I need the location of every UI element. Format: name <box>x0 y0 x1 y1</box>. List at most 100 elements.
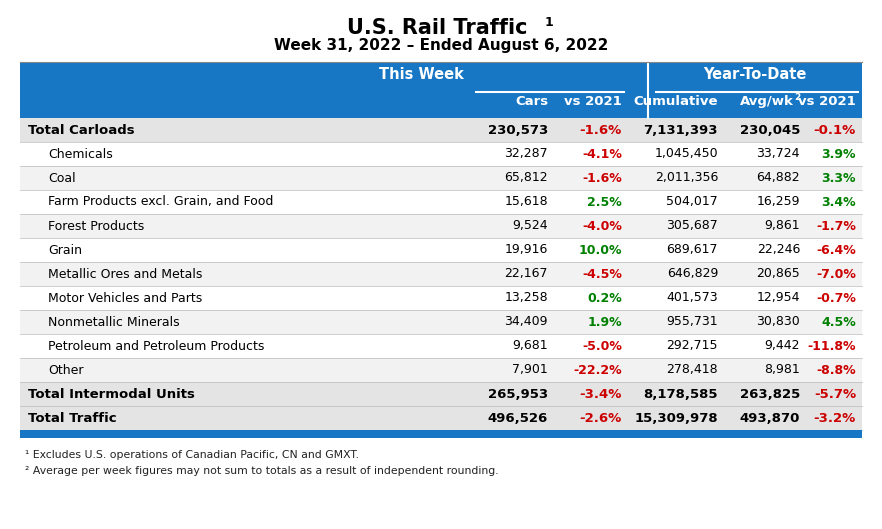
Text: 265,953: 265,953 <box>488 388 548 400</box>
Text: 0.2%: 0.2% <box>587 291 622 305</box>
Text: 504,017: 504,017 <box>666 196 718 208</box>
Text: U.S. Rail Traffic: U.S. Rail Traffic <box>347 18 527 38</box>
Bar <box>20 286 862 310</box>
Bar <box>20 262 862 286</box>
Text: 9,524: 9,524 <box>512 220 548 233</box>
Text: Forest Products: Forest Products <box>48 220 145 233</box>
Text: -5.0%: -5.0% <box>582 340 622 352</box>
Text: 493,870: 493,870 <box>740 412 800 424</box>
Text: 15,309,978: 15,309,978 <box>634 412 718 424</box>
Text: 1.9%: 1.9% <box>587 315 622 329</box>
Text: 646,829: 646,829 <box>667 268 718 280</box>
Bar <box>20 406 862 430</box>
Text: 8,178,585: 8,178,585 <box>644 388 718 400</box>
Text: Total Carloads: Total Carloads <box>28 123 135 136</box>
Text: Metallic Ores and Metals: Metallic Ores and Metals <box>48 268 202 280</box>
Text: 4.5%: 4.5% <box>821 315 856 329</box>
Bar <box>20 382 862 406</box>
Text: 1,045,450: 1,045,450 <box>654 148 718 160</box>
Text: 10.0%: 10.0% <box>579 243 622 257</box>
Text: 278,418: 278,418 <box>667 363 718 377</box>
Text: -4.1%: -4.1% <box>582 148 622 160</box>
Text: 7,131,393: 7,131,393 <box>644 123 718 136</box>
Text: 20,865: 20,865 <box>756 268 800 280</box>
Text: vs 2021: vs 2021 <box>564 95 622 108</box>
Text: 65,812: 65,812 <box>505 171 548 185</box>
Text: -1.7%: -1.7% <box>816 220 856 233</box>
Text: 22,167: 22,167 <box>505 268 548 280</box>
Text: 305,687: 305,687 <box>666 220 718 233</box>
Text: 16,259: 16,259 <box>757 196 800 208</box>
Text: 13,258: 13,258 <box>505 291 548 305</box>
Text: Coal: Coal <box>48 171 76 185</box>
Text: 2.5%: 2.5% <box>587 196 622 208</box>
Text: 9,681: 9,681 <box>512 340 548 352</box>
Text: 496,526: 496,526 <box>488 412 548 424</box>
Bar <box>20 334 862 358</box>
Text: -0.1%: -0.1% <box>814 123 856 136</box>
Text: Avg/wk: Avg/wk <box>740 95 794 108</box>
Text: 9,861: 9,861 <box>765 220 800 233</box>
Text: Chemicals: Chemicals <box>48 148 113 160</box>
Text: 19,916: 19,916 <box>505 243 548 257</box>
Text: -4.0%: -4.0% <box>582 220 622 233</box>
Text: Cars: Cars <box>515 95 548 108</box>
Text: 15,618: 15,618 <box>505 196 548 208</box>
Text: 9,442: 9,442 <box>765 340 800 352</box>
Text: Total Traffic: Total Traffic <box>28 412 116 424</box>
Text: Year-To-Date: Year-To-Date <box>703 67 807 82</box>
Text: 32,287: 32,287 <box>505 148 548 160</box>
Text: 292,715: 292,715 <box>667 340 718 352</box>
Bar <box>20 118 862 142</box>
Text: -0.7%: -0.7% <box>816 291 856 305</box>
Text: Cumulative: Cumulative <box>633 95 718 108</box>
Text: -2.6%: -2.6% <box>579 412 622 424</box>
Text: 7,901: 7,901 <box>512 363 548 377</box>
Text: 3.3%: 3.3% <box>821 171 856 185</box>
Text: Petroleum and Petroleum Products: Petroleum and Petroleum Products <box>48 340 265 352</box>
Text: -3.2%: -3.2% <box>814 412 856 424</box>
Text: -3.4%: -3.4% <box>579 388 622 400</box>
Bar <box>20 214 862 238</box>
Text: 3.9%: 3.9% <box>821 148 856 160</box>
Text: 3.4%: 3.4% <box>821 196 856 208</box>
Text: 34,409: 34,409 <box>505 315 548 329</box>
Text: ¹ Excludes U.S. operations of Canadian Pacific, CN and GMXT.: ¹ Excludes U.S. operations of Canadian P… <box>25 450 359 460</box>
Text: Week 31, 2022 – Ended August 6, 2022: Week 31, 2022 – Ended August 6, 2022 <box>273 38 609 53</box>
Text: -5.7%: -5.7% <box>814 388 856 400</box>
Text: -4.5%: -4.5% <box>582 268 622 280</box>
Text: 230,573: 230,573 <box>488 123 548 136</box>
Text: 2,011,356: 2,011,356 <box>654 171 718 185</box>
Text: Grain: Grain <box>48 243 82 257</box>
Text: -7.0%: -7.0% <box>816 268 856 280</box>
Bar <box>20 190 862 214</box>
Text: 8,981: 8,981 <box>764 363 800 377</box>
Text: -11.8%: -11.8% <box>808 340 856 352</box>
Text: Nonmetallic Minerals: Nonmetallic Minerals <box>48 315 180 329</box>
Text: vs 2021: vs 2021 <box>798 95 856 108</box>
Text: 230,045: 230,045 <box>740 123 800 136</box>
Text: 401,573: 401,573 <box>667 291 718 305</box>
Text: -6.4%: -6.4% <box>816 243 856 257</box>
Text: 955,731: 955,731 <box>667 315 718 329</box>
Text: -1.6%: -1.6% <box>579 123 622 136</box>
Bar <box>20 310 862 334</box>
Text: 33,724: 33,724 <box>757 148 800 160</box>
Bar <box>20 166 862 190</box>
Text: 263,825: 263,825 <box>740 388 800 400</box>
Text: 1: 1 <box>545 16 554 29</box>
Text: Other: Other <box>48 363 84 377</box>
Text: 64,882: 64,882 <box>757 171 800 185</box>
Text: -8.8%: -8.8% <box>817 363 856 377</box>
Text: ² Average per week figures may not sum to totals as a result of independent roun: ² Average per week figures may not sum t… <box>25 466 498 476</box>
Text: 12,954: 12,954 <box>757 291 800 305</box>
Text: 689,617: 689,617 <box>667 243 718 257</box>
Text: -22.2%: -22.2% <box>573 363 622 377</box>
Text: This Week: This Week <box>378 67 463 82</box>
Text: Farm Products excl. Grain, and Food: Farm Products excl. Grain, and Food <box>48 196 273 208</box>
Text: Total Intermodal Units: Total Intermodal Units <box>28 388 195 400</box>
Text: 22,246: 22,246 <box>757 243 800 257</box>
Bar <box>20 430 862 438</box>
Bar <box>20 238 862 262</box>
Text: 2: 2 <box>794 93 800 102</box>
